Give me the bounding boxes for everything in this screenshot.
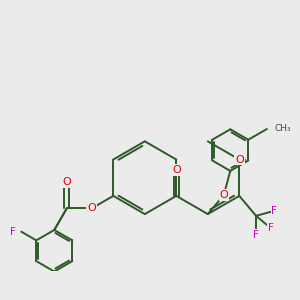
Text: O: O [220,190,228,200]
Text: F: F [253,230,259,240]
Text: F: F [10,227,16,237]
Text: O: O [172,165,181,175]
Text: O: O [62,177,71,188]
Text: F: F [268,223,274,233]
Text: O: O [235,154,244,164]
Text: F: F [272,206,277,216]
Text: CH₃: CH₃ [274,124,291,134]
Text: O: O [87,203,96,213]
